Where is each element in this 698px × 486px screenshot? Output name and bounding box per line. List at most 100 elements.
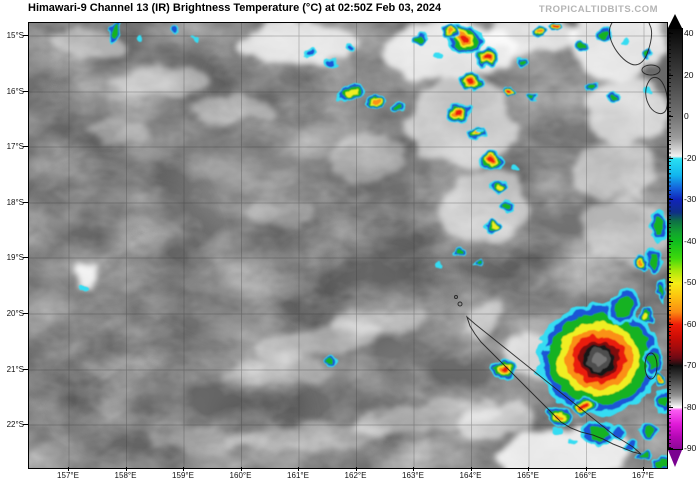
cell-ring xyxy=(543,343,551,349)
storm-cell xyxy=(474,259,484,267)
cell-ring xyxy=(487,158,495,164)
storm-cell xyxy=(459,71,483,91)
cell-ring xyxy=(435,263,443,269)
lat-label: 16°S xyxy=(6,87,24,96)
lat-label: 18°S xyxy=(6,198,24,207)
storm-cell xyxy=(435,53,443,59)
cell-ring xyxy=(568,438,576,444)
lat-label: 17°S xyxy=(6,142,24,151)
colorbar-arrow-up xyxy=(668,14,682,28)
colorbar-major-tick xyxy=(668,282,673,283)
colorbar-label: -40 xyxy=(684,235,697,246)
cell-ring xyxy=(615,295,633,317)
cell-ring xyxy=(587,83,595,89)
cell-ring xyxy=(112,24,120,38)
storm-cell xyxy=(435,263,443,269)
lon-label: 159°E xyxy=(172,471,194,480)
cell-ring xyxy=(475,128,483,134)
cell-ring xyxy=(455,110,463,116)
cell-ring xyxy=(414,36,424,42)
storm-cell xyxy=(634,254,648,272)
storm-cell xyxy=(442,24,460,38)
cell-ring xyxy=(553,25,557,29)
storm-cell xyxy=(515,56,529,66)
lat-label: 15°S xyxy=(6,31,24,40)
storm-cell xyxy=(531,26,547,36)
storm-cell xyxy=(581,421,617,445)
storm-cell xyxy=(549,23,561,31)
storm-cell xyxy=(323,355,337,367)
cell-ring xyxy=(612,428,622,438)
lat-label: 21°S xyxy=(6,365,24,374)
storm-cell xyxy=(324,59,340,69)
storm-cell xyxy=(654,371,664,387)
coast-belep-island xyxy=(454,295,458,299)
storm-cell xyxy=(546,405,572,427)
cell-ring xyxy=(507,89,511,93)
lat-tick xyxy=(23,91,28,92)
colorbar-label: 20 xyxy=(684,69,694,80)
storm-cell xyxy=(535,370,543,376)
storm-cell xyxy=(391,103,407,113)
storm-cell xyxy=(640,423,658,439)
lat-tick xyxy=(23,369,28,370)
storm-cell xyxy=(503,86,515,96)
cell-ring xyxy=(529,93,537,99)
cell-ring xyxy=(372,98,380,104)
storm-cell xyxy=(192,36,198,42)
cell-ring xyxy=(467,78,475,84)
storm-cell xyxy=(475,128,483,134)
storm-cell xyxy=(485,220,503,232)
colorbar-major-tick xyxy=(668,365,673,366)
storm-cell xyxy=(650,210,667,242)
storm-cell xyxy=(537,303,661,415)
cell-ring xyxy=(435,53,443,59)
coastlines xyxy=(454,23,667,455)
lon-label: 167°E xyxy=(632,471,654,480)
cell-ring xyxy=(578,43,586,49)
lon-tick xyxy=(528,467,529,471)
cell-ring xyxy=(305,50,313,56)
colorbar-major-tick xyxy=(668,74,673,76)
cell-ring xyxy=(535,370,543,376)
cell-ring xyxy=(327,60,337,68)
cell-ring xyxy=(511,166,519,172)
cell-ring xyxy=(476,260,482,266)
colorbar-label: -80 xyxy=(684,401,697,412)
cell-ring xyxy=(518,58,526,64)
storm-cell xyxy=(608,286,640,326)
lat-tick xyxy=(23,146,28,147)
colorbar-label: 0 xyxy=(684,111,689,121)
cell-ring xyxy=(656,458,667,468)
colorbar-label: -90 xyxy=(684,443,697,453)
storm-cell xyxy=(652,455,667,468)
cell-ring xyxy=(502,202,512,210)
cell-ring xyxy=(589,426,609,440)
lon-tick xyxy=(470,467,472,471)
coast-belep-island xyxy=(457,301,463,307)
lat-label: 22°S xyxy=(6,420,24,429)
storm-cell xyxy=(446,102,472,124)
cell-ring xyxy=(192,36,198,42)
colorbar-major-tick xyxy=(668,323,673,325)
lon-label: 158°E xyxy=(114,471,137,480)
colorbar-label: -50 xyxy=(684,277,697,287)
cell-ring xyxy=(455,248,463,254)
lon-label: 164°E xyxy=(459,471,482,480)
lat-tick xyxy=(23,257,28,258)
colorbar-label: -70 xyxy=(684,360,697,370)
storm-cell xyxy=(511,166,519,172)
storm-cell xyxy=(572,397,596,415)
cell-ring xyxy=(580,403,588,409)
lat-label: 19°S xyxy=(6,253,24,262)
cell-ring xyxy=(644,426,654,436)
cell-ring xyxy=(623,38,631,44)
lon-label: 165°E xyxy=(517,471,539,480)
storm-cell xyxy=(609,426,625,440)
colorbar-label: -60 xyxy=(684,318,697,329)
lon-label: 166°E xyxy=(574,471,597,480)
cell-ring xyxy=(658,284,664,298)
cell-ring xyxy=(171,28,177,32)
cell-ring xyxy=(344,89,358,97)
lon-label: 157°E xyxy=(57,471,79,480)
